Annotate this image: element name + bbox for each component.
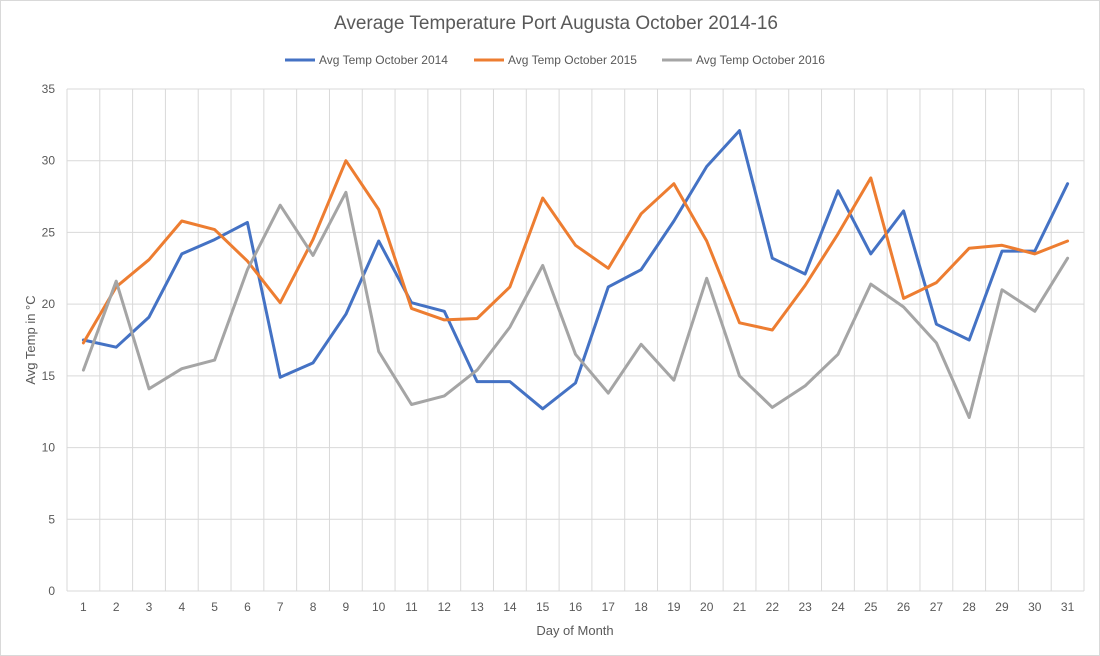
x-tick-label: 25 [864,600,878,614]
y-tick-label: 30 [42,154,56,168]
series-lines [81,129,1070,419]
y-tick-label: 15 [42,369,56,383]
x-tick-label: 24 [831,600,845,614]
x-tick-label: 18 [634,600,648,614]
x-tick-label: 17 [602,600,616,614]
x-tick-label: 29 [995,600,1009,614]
x-tick-label: 1 [80,600,87,614]
gridlines [66,88,1085,592]
y-tick-label: 20 [42,297,56,311]
x-tick-label: 13 [470,600,484,614]
x-tick-label: 2 [113,600,120,614]
y-tick-label: 25 [42,225,56,239]
x-tick-label: 11 [405,600,418,614]
x-tick-label: 7 [277,600,284,614]
x-tick-label: 15 [536,600,550,614]
x-tick-label: 3 [146,600,153,614]
legend: Avg Temp October 2014 Avg Temp October 20… [285,53,825,67]
x-tick-label: 27 [930,600,944,614]
y-axis-ticks: 0 5 10 15 20 25 30 35 [42,82,56,598]
x-axis-ticks: 1 2 3 4 5 6 7 8 9 10 11 12 13 14 15 16 17 18 19 20 21 22 23 24 2… [80,600,1075,614]
y-tick-label: 10 [42,441,56,455]
x-tick-label: 20 [700,600,714,614]
y-tick-label: 0 [48,584,55,598]
chart-title: Average Temperature Port Augusta October… [334,13,778,34]
x-tick-label: 5 [211,600,218,614]
y-tick-label: 5 [48,512,55,526]
x-tick-label: 21 [733,600,747,614]
y-tick-label: 35 [42,82,56,96]
series-line [81,190,1070,419]
x-tick-label: 12 [438,600,452,614]
legend-label: Avg Temp October 2014 [319,53,448,67]
x-tick-label: 31 [1061,600,1075,614]
x-tick-label: 19 [667,600,681,614]
x-tick-label: 10 [372,600,386,614]
series-line [81,159,1070,345]
x-tick-label: 22 [766,600,780,614]
x-axis-label: Day of Month [536,623,613,638]
series-line [81,129,1070,411]
x-tick-label: 4 [178,600,185,614]
x-tick-label: 6 [244,600,251,614]
legend-label: Avg Temp October 2016 [696,53,825,67]
x-tick-label: 30 [1028,600,1042,614]
legend-label: Avg Temp October 2015 [508,53,637,67]
x-tick-label: 28 [962,600,976,614]
x-tick-label: 26 [897,600,911,614]
x-tick-label: 16 [569,600,583,614]
x-tick-label: 8 [310,600,317,614]
x-tick-label: 23 [798,600,812,614]
y-axis-label: Avg Temp in °C [23,295,38,384]
x-tick-label: 14 [503,600,517,614]
x-tick-label: 9 [343,600,350,614]
